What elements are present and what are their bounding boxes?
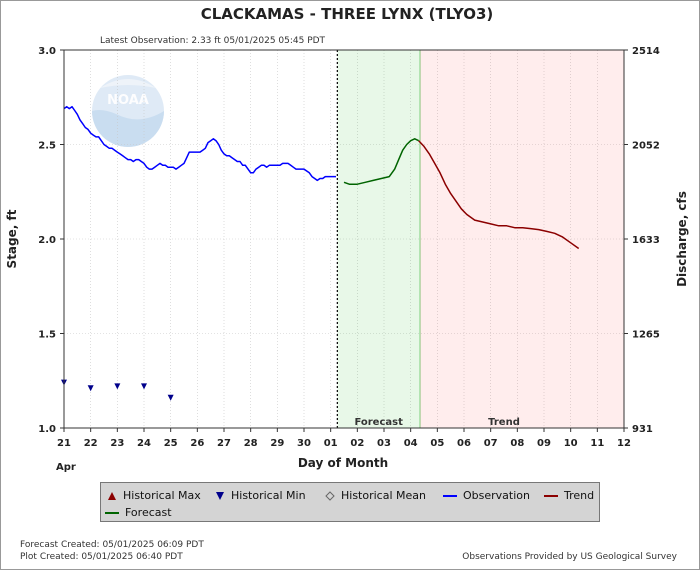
historical-min-point	[114, 383, 121, 390]
legend-label: Trend	[564, 489, 595, 502]
y2-tick-label: 2052	[632, 141, 660, 152]
noaa-logo: NOAA	[92, 75, 164, 147]
historical-min-point	[141, 383, 147, 390]
historical-min-point	[167, 394, 174, 401]
x-tick-label: 08	[510, 438, 524, 449]
x-tick-label: 05	[430, 438, 444, 449]
x-tick-label: 07	[484, 438, 498, 449]
legend-label: Observation	[463, 489, 530, 502]
observation-line	[63, 105, 336, 182]
x-tick-label: 27	[217, 438, 231, 449]
y-tick-label: 2.0	[38, 235, 56, 246]
x-tick-label: 25	[164, 438, 178, 449]
grid	[64, 50, 624, 428]
y2-tick-label: 931	[632, 424, 653, 435]
series-layer	[61, 105, 580, 401]
x-tick-label: 10	[564, 438, 578, 449]
noaa-logo-wave	[92, 110, 164, 147]
y2-tick-label: 2514	[632, 46, 660, 57]
y-axis-label: Stage, ft	[5, 209, 19, 268]
x-tick-label: 30	[297, 438, 311, 449]
triangle-down-icon	[216, 492, 224, 500]
line-swatch-icon	[443, 495, 457, 497]
x-tick-label: 23	[110, 438, 124, 449]
legend-label: Historical Min	[231, 489, 306, 502]
y2-axis-label: Discharge, cfs	[675, 191, 689, 287]
line-swatch-icon	[544, 495, 558, 497]
x-tick-label: 29	[270, 438, 284, 449]
trend-region-label: Trend	[488, 417, 520, 428]
chart-subtitle: Latest Observation: 2.33 ft 05/01/2025 0…	[100, 36, 326, 46]
y-tick-label: 1.5	[38, 330, 56, 341]
x-tick-label: 12	[617, 438, 631, 449]
trend-line	[418, 140, 580, 250]
y2-tick-label: 1265	[632, 330, 660, 341]
noaa-logo-bird	[100, 79, 156, 88]
x-tick-label: 22	[84, 438, 98, 449]
month-label: Apr	[56, 462, 76, 473]
x-tick-label: 24	[137, 438, 151, 449]
legend-label: Forecast	[125, 506, 172, 519]
axes: 21 22 23 24 25 26 27 28 29 30 01 02 03 04 05 06 07 08 09 10…	[38, 46, 660, 449]
historical-min-point	[87, 385, 94, 392]
forecast-trend-regions: Forecast Trend	[336, 50, 624, 428]
legend-label: Historical Mean	[341, 489, 426, 502]
diamond-icon	[325, 491, 335, 501]
x-tick-label: 11	[590, 438, 604, 449]
x-tick-label: 03	[377, 438, 391, 449]
x-axis-label: Day of Month	[298, 456, 388, 470]
y2-tick-label: 1633	[632, 235, 660, 246]
legend-observation: Observation	[443, 489, 530, 502]
legend-forecast: Forecast	[105, 506, 172, 519]
plot-created: Plot Created: 05/01/2025 06:40 PDT	[20, 552, 183, 562]
x-tick-label: 26	[190, 438, 204, 449]
x-tick-label: 01	[324, 438, 338, 449]
legend-trend: Trend	[544, 489, 594, 502]
y-tick-label: 2.5	[38, 141, 56, 152]
data-credit: Observations Provided by US Geological S…	[462, 552, 677, 562]
legend: Historical Max Historical Min Historical…	[100, 482, 600, 522]
legend-historical-mean: Historical Mean	[325, 489, 426, 502]
trend-region	[420, 50, 624, 428]
legend-label: Historical Max	[123, 489, 201, 502]
x-tick-label: 02	[350, 438, 364, 449]
y-tick-label: 1.0	[38, 424, 56, 435]
line-swatch-icon	[105, 512, 119, 514]
x-tick-label: 06	[457, 438, 471, 449]
forecast-created: Forecast Created: 05/01/2025 06:09 PDT	[20, 540, 204, 550]
noaa-logo-text: NOAA	[107, 93, 149, 108]
legend-historical-min: Historical Min	[215, 489, 306, 502]
forecast-region-label: Forecast	[354, 417, 403, 428]
forecast-region	[337, 50, 420, 428]
chart-title: CLACKAMAS - THREE LYNX (TLYO3)	[201, 5, 494, 23]
legend-historical-max: Historical Max	[107, 489, 201, 502]
x-tick-label: 04	[404, 438, 418, 449]
forecast-line	[343, 138, 420, 185]
x-tick-label: 28	[244, 438, 258, 449]
triangle-up-icon	[108, 492, 116, 500]
x-tick-label: 09	[537, 438, 551, 449]
x-tick-label: 21	[57, 438, 71, 449]
y-tick-label: 3.0	[38, 46, 56, 57]
